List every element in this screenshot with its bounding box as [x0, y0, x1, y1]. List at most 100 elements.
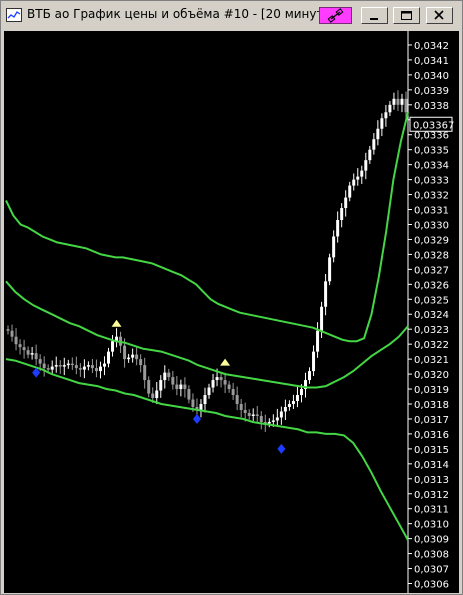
window-title: ВТБ ао График цены и объёма #10 - [20 ми… — [27, 7, 329, 21]
candle-body — [235, 395, 239, 405]
y-tick-label: 0,0314 — [414, 460, 449, 471]
y-tick-label: 0,0321 — [414, 355, 449, 366]
candle-body — [191, 399, 195, 407]
y-tick-label: 0,0338 — [414, 101, 449, 112]
candle-body — [151, 393, 155, 399]
y-tick-label: 0,0312 — [414, 490, 449, 501]
candle-body — [50, 366, 54, 370]
candle-body — [70, 363, 74, 366]
candle-body — [203, 395, 207, 405]
candle-body — [6, 329, 10, 331]
y-tick-label: 0,0308 — [414, 550, 449, 561]
y-tick-label: 0,0336 — [414, 131, 449, 142]
candle-body — [243, 409, 247, 413]
candle-body — [90, 365, 94, 369]
y-tick-label: 0,0339 — [414, 86, 449, 97]
candle-body — [275, 417, 279, 421]
candle-body — [396, 98, 400, 105]
y-tick-label: 0,0315 — [414, 445, 449, 456]
candle-body — [159, 380, 163, 391]
candle-body — [312, 351, 316, 372]
restore-icon — [401, 11, 412, 20]
candle-body — [332, 236, 336, 258]
candle-body — [267, 421, 271, 424]
candle-body — [179, 384, 183, 390]
candle-body — [62, 365, 66, 367]
candle-body — [360, 170, 364, 177]
candle-body — [328, 257, 332, 282]
candle-body — [115, 336, 119, 342]
candle-body — [384, 112, 388, 119]
down-diamond-marker — [32, 367, 41, 378]
title-bar[interactable]: ВТБ ао График цены и объёма #10 - [20 ми… — [1, 1, 462, 29]
y-tick-label: 0,0329 — [414, 235, 449, 246]
candle-body — [291, 401, 295, 405]
candle-body — [404, 98, 408, 113]
candle-body — [98, 366, 102, 372]
candle-body — [239, 404, 243, 410]
candle-body — [167, 372, 171, 378]
y-tick-label: 0,0317 — [414, 415, 449, 426]
y-tick-label: 0,0320 — [414, 370, 449, 381]
candle-body — [58, 365, 62, 367]
link-button[interactable] — [319, 7, 352, 24]
candle-body — [46, 368, 50, 370]
candle-body — [320, 306, 324, 331]
y-tick-label: 0,0325 — [414, 295, 449, 306]
candle-body — [94, 368, 98, 372]
candle-body — [82, 366, 86, 370]
candle-body — [303, 380, 307, 390]
candle-body — [259, 415, 263, 422]
candle-body — [255, 414, 259, 416]
candle-body — [299, 389, 303, 396]
minimize-button[interactable] — [361, 7, 388, 24]
y-tick-label: 0,0331 — [414, 206, 449, 217]
candle-body — [131, 354, 135, 358]
up-arrow-marker — [220, 358, 231, 366]
candle-body — [231, 389, 235, 396]
candle-body — [324, 281, 328, 307]
candle-body — [400, 98, 404, 105]
chart-canvas[interactable]: 0,03420,03410,03400,03390,03380,03370,03… — [4, 31, 459, 593]
y-tick-label: 0,0330 — [414, 220, 449, 231]
candle-body — [123, 345, 127, 360]
candle-body — [102, 363, 106, 367]
candle-body — [207, 387, 211, 396]
candle-body — [38, 359, 42, 364]
candle-body — [368, 149, 372, 161]
y-tick-label: 0,0323 — [414, 325, 449, 336]
restore-button[interactable] — [393, 7, 420, 24]
y-tick-label: 0,0316 — [414, 430, 449, 441]
y-tick-label: 0,0342 — [414, 41, 449, 52]
candle-body — [348, 185, 352, 198]
candle-body — [107, 351, 111, 364]
candle-body — [18, 344, 22, 348]
candle-body — [26, 350, 30, 355]
y-tick-label: 0,0332 — [414, 191, 449, 202]
candle-body — [22, 347, 26, 351]
close-icon — [434, 10, 444, 20]
y-tick-label: 0,0328 — [414, 250, 449, 261]
price-chart[interactable]: 0,03420,03410,03400,03390,03380,03370,03… — [4, 31, 459, 593]
minimize-icon — [370, 18, 378, 20]
y-tick-label: 0,0311 — [414, 505, 449, 516]
candle-body — [10, 330, 14, 337]
candle-body — [263, 421, 267, 424]
candle-body — [251, 414, 255, 416]
candle-body — [74, 365, 78, 369]
y-tick-label: 0,0322 — [414, 340, 449, 351]
y-tick-label: 0,0318 — [414, 400, 449, 411]
candle-body — [147, 380, 151, 394]
candle-body — [111, 341, 115, 352]
candle-body — [283, 406, 287, 412]
candle-body — [219, 377, 223, 381]
candle-body — [211, 380, 215, 388]
candle-body — [54, 365, 58, 367]
y-tick-label: 0,0334 — [414, 161, 449, 172]
candle-body — [247, 412, 251, 416]
close-button[interactable] — [426, 7, 453, 24]
y-tick-label: 0,0324 — [414, 310, 449, 321]
candle-body — [223, 380, 227, 385]
y-tick-label: 0,0307 — [414, 565, 449, 576]
candle-body — [271, 420, 275, 422]
